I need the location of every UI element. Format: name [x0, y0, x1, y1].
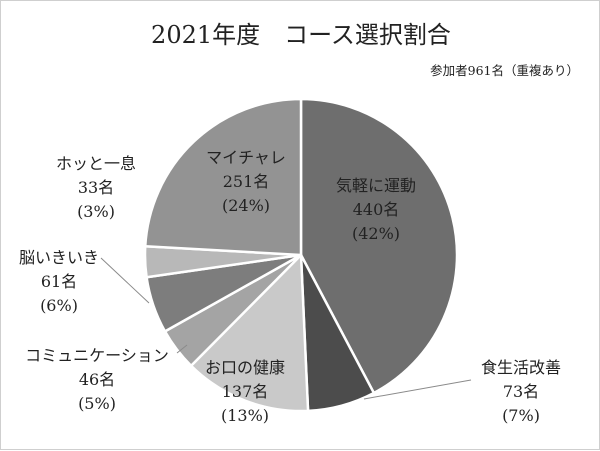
slice-label: 食生活改善 73名 (7%) [481, 358, 561, 425]
slice-labels: 気軽に運動 440名 (42%) 食生活改善 73名 (7%) お口の健康 137名 (13%)… [19, 148, 561, 425]
slice-percent: (5%) [78, 394, 116, 413]
slice-label: コミュニケーション 46名 (5%) [25, 346, 169, 413]
slice-percent: (6%) [40, 296, 78, 315]
slice-percent: (24%) [222, 196, 270, 215]
slice-percent: (7%) [502, 406, 540, 425]
pie-slice [299, 97, 459, 395]
pie-slice [143, 97, 303, 257]
slice-count: 137名 [222, 382, 269, 401]
slice-percent: (42%) [352, 224, 400, 243]
slice-percent: (13%) [221, 406, 269, 425]
slice-count: 61名 [41, 272, 77, 291]
slice-count: 33名 [78, 178, 114, 197]
slice-label: 脳いきいき 61名 (6%) [19, 248, 99, 315]
leader-line [176, 344, 188, 354]
leader-line [363, 379, 472, 400]
slice-count: 46名 [79, 370, 115, 389]
pie-slice [189, 253, 310, 413]
pie-slices [143, 97, 459, 413]
slice-name: 食生活改善 [481, 358, 561, 377]
slice-name: コミュニケーション [25, 346, 169, 365]
slice-name: 気軽に運動 [336, 176, 416, 195]
chart-subtitle: 参加者961名（重複あり） [430, 63, 579, 78]
slice-label: ホッと一息 33名 (3%) [56, 154, 136, 221]
leader-line [100, 257, 150, 304]
slice-label: お口の健康 137名 (13%) [205, 358, 285, 425]
slice-count: 440名 [353, 200, 400, 219]
leader-lines [100, 257, 472, 400]
slice-count: 251名 [223, 172, 270, 191]
chart-title: 2021年度 コース選択割合 [151, 21, 451, 49]
slice-name: ホッと一息 [56, 154, 136, 173]
slice-label: 気軽に運動 440名 (42%) [336, 176, 416, 243]
slice-count: 73名 [503, 382, 539, 401]
slice-name: 脳いきいき [19, 248, 99, 267]
slice-name: お口の健康 [205, 358, 285, 377]
slice-name: マイチャレ [206, 148, 286, 167]
slice-percent: (3%) [77, 202, 115, 221]
slice-label: マイチャレ 251名 (24%) [206, 148, 286, 215]
